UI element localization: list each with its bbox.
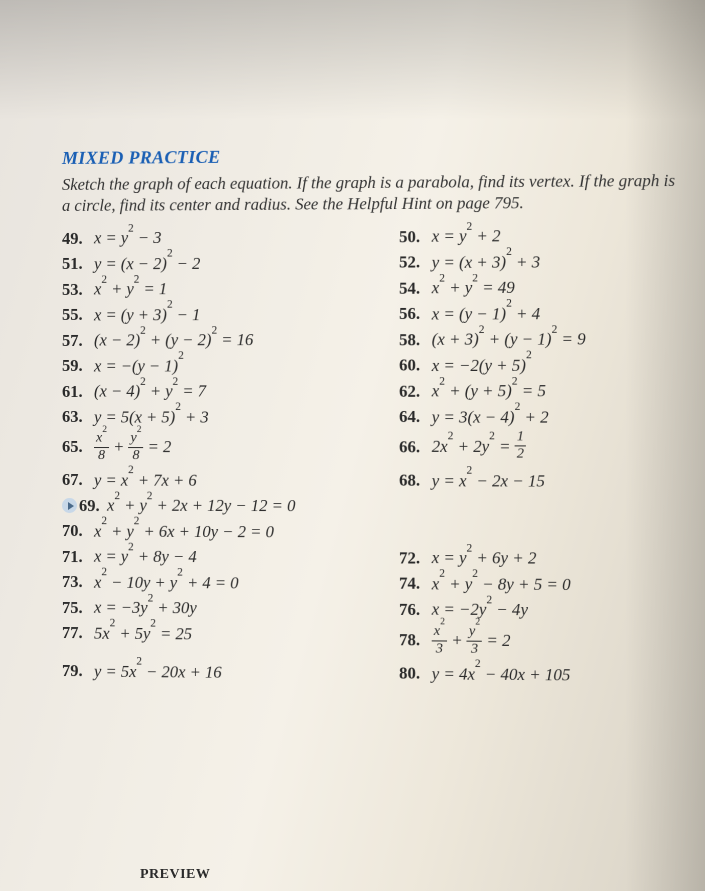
problem-58: 58.(x + 3)2 + (y − 1)2 = 9 [399, 329, 686, 350]
problem-73: 73.x2 − 10y + y2 + 4 = 0 [62, 572, 395, 594]
section-heading: MIXED PRACTICE [62, 143, 686, 169]
problem-55: 55.x = (y + 3)2 − 1 [62, 304, 395, 326]
problem-69: 69.x2 + y2 + 2x + 12y − 12 = 0 [62, 495, 686, 517]
problem-59: 59.x = −(y − 1)2 [62, 355, 395, 376]
problem-51: 51.y = (x − 2)2 − 2 [62, 252, 395, 274]
problem-52: 52.y = (x + 3)2 + 3 [399, 251, 686, 273]
instructions-text: Sketch the graph of each equation. If th… [62, 171, 686, 217]
problem-78: 78.x23 + y23 = 2 [399, 625, 686, 660]
problem-72: 72.x = y2 + 6y + 2 [399, 548, 686, 570]
problem-63: 63.y = 5(x + 5)2 + 3 [62, 407, 395, 428]
problem-49: 49.x = y2 − 3 [62, 226, 395, 248]
footer-text: PREVIEW [140, 867, 210, 883]
problem-79: 79.y = 5x2 − 20x + 16 [62, 661, 395, 684]
problem-61: 61.(x − 4)2 + y2 = 7 [62, 381, 395, 402]
play-icon [62, 498, 77, 513]
problem-62: 62.x2 + (y + 5)2 = 5 [399, 381, 686, 402]
problem-64: 64.y = 3(x − 4)2 + 2 [399, 407, 686, 428]
problem-60: 60.x = −2(y + 5)2 [399, 355, 686, 376]
problem-74: 74.x2 + y2 − 8y + 5 = 0 [399, 573, 686, 595]
problem-50: 50.x = y2 + 2 [399, 225, 686, 247]
problem-71: 71.x = y2 + 8y − 4 [62, 546, 395, 568]
problem-77: 77.5x2 + 5y2 = 25 [62, 623, 395, 658]
problem-70: 70.x2 + y2 + 6x + 10y − 2 = 0 [62, 521, 686, 544]
problem-68: 68.y = x2 − 2x − 15 [399, 470, 686, 491]
problems-grid: 49.x = y2 − 3 50.x = y2 + 2 51.y = (x − … [62, 225, 686, 686]
problem-80: 80.y = 4x2 − 40x + 105 [399, 663, 686, 686]
problem-67: 67.y = x2 + 7x + 6 [62, 470, 395, 491]
problem-65: 65.x28 + y28 = 2 [62, 432, 395, 465]
textbook-page: MIXED PRACTICE Sketch the graph of each … [62, 143, 686, 686]
problem-66: 66.2x2 + 2y2 = 12 [399, 432, 686, 465]
problem-53: 53.x2 + y2 = 1 [62, 278, 395, 300]
problem-54: 54.x2 + y2 = 49 [399, 277, 686, 299]
problem-57: 57.(x − 2)2 + (y − 2)2 = 16 [62, 329, 395, 350]
problem-56: 56.x = (y − 1)2 + 4 [399, 303, 686, 325]
